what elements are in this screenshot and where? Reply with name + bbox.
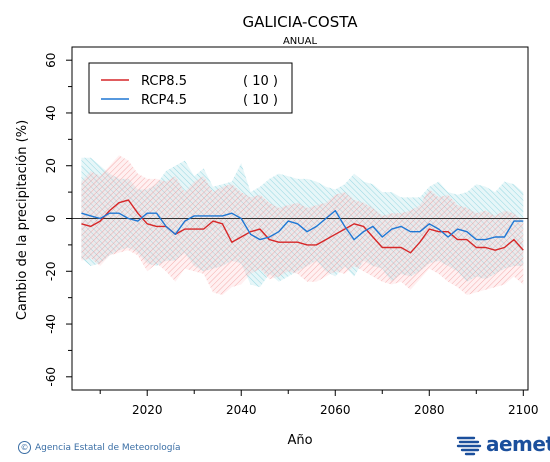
y-tick-label: 40 — [44, 105, 58, 120]
y-tick-label: 20 — [44, 158, 58, 173]
y-axis: -60 -40 -20 0 20 40 60 — [44, 53, 72, 387]
series-line-rcp85 — [81, 199, 524, 254]
series-line-rcp45 — [81, 209, 524, 241]
y-tick-label: 0 — [44, 215, 58, 223]
legend-label: RCP4.5 — [141, 93, 187, 108]
x-tick-label: 2100 — [508, 403, 539, 417]
x-axis-label: Año — [287, 433, 312, 448]
legend-box — [88, 62, 293, 114]
legend-label: RCP8.5 — [141, 74, 187, 89]
x-tick-label: 2020 — [132, 403, 163, 417]
aemet-logo-text: aemet — [486, 432, 550, 456]
chart-subtitle: ANUAL — [283, 36, 317, 47]
x-tick-label: 2080 — [414, 403, 445, 417]
aemet-globe-icon — [456, 436, 482, 456]
uncertainty-bands — [81, 155, 524, 295]
copyright-icon: © — [18, 441, 31, 454]
aemet-logo: aemet — [456, 432, 550, 458]
credit-text: Agencia Estatal de Meteorología — [35, 443, 181, 453]
x-axis: 2020 2040 2060 2080 2100 — [99, 390, 539, 417]
legend-member-count: ( 10 ) — [243, 74, 278, 89]
y-tick-label: -40 — [44, 314, 58, 334]
band-rcp85 — [81, 155, 524, 295]
legend: RCP8.5 ( 10 ) RCP4.5 ( 10 ) — [88, 62, 293, 114]
legend-member-count: ( 10 ) — [243, 93, 278, 108]
y-tick-label: -60 — [44, 367, 58, 387]
series-lines — [81, 199, 524, 254]
y-axis-label: Cambio de la precipitación (%) — [15, 120, 30, 320]
y-tick-label: 60 — [44, 53, 58, 68]
x-tick-label: 2040 — [226, 403, 257, 417]
chart-title: GALICIA-COSTA — [243, 13, 359, 31]
footer-credit: © Agencia Estatal de Meteorología — [18, 441, 181, 454]
y-tick-label: -20 — [44, 261, 58, 281]
x-tick-label: 2060 — [320, 403, 351, 417]
